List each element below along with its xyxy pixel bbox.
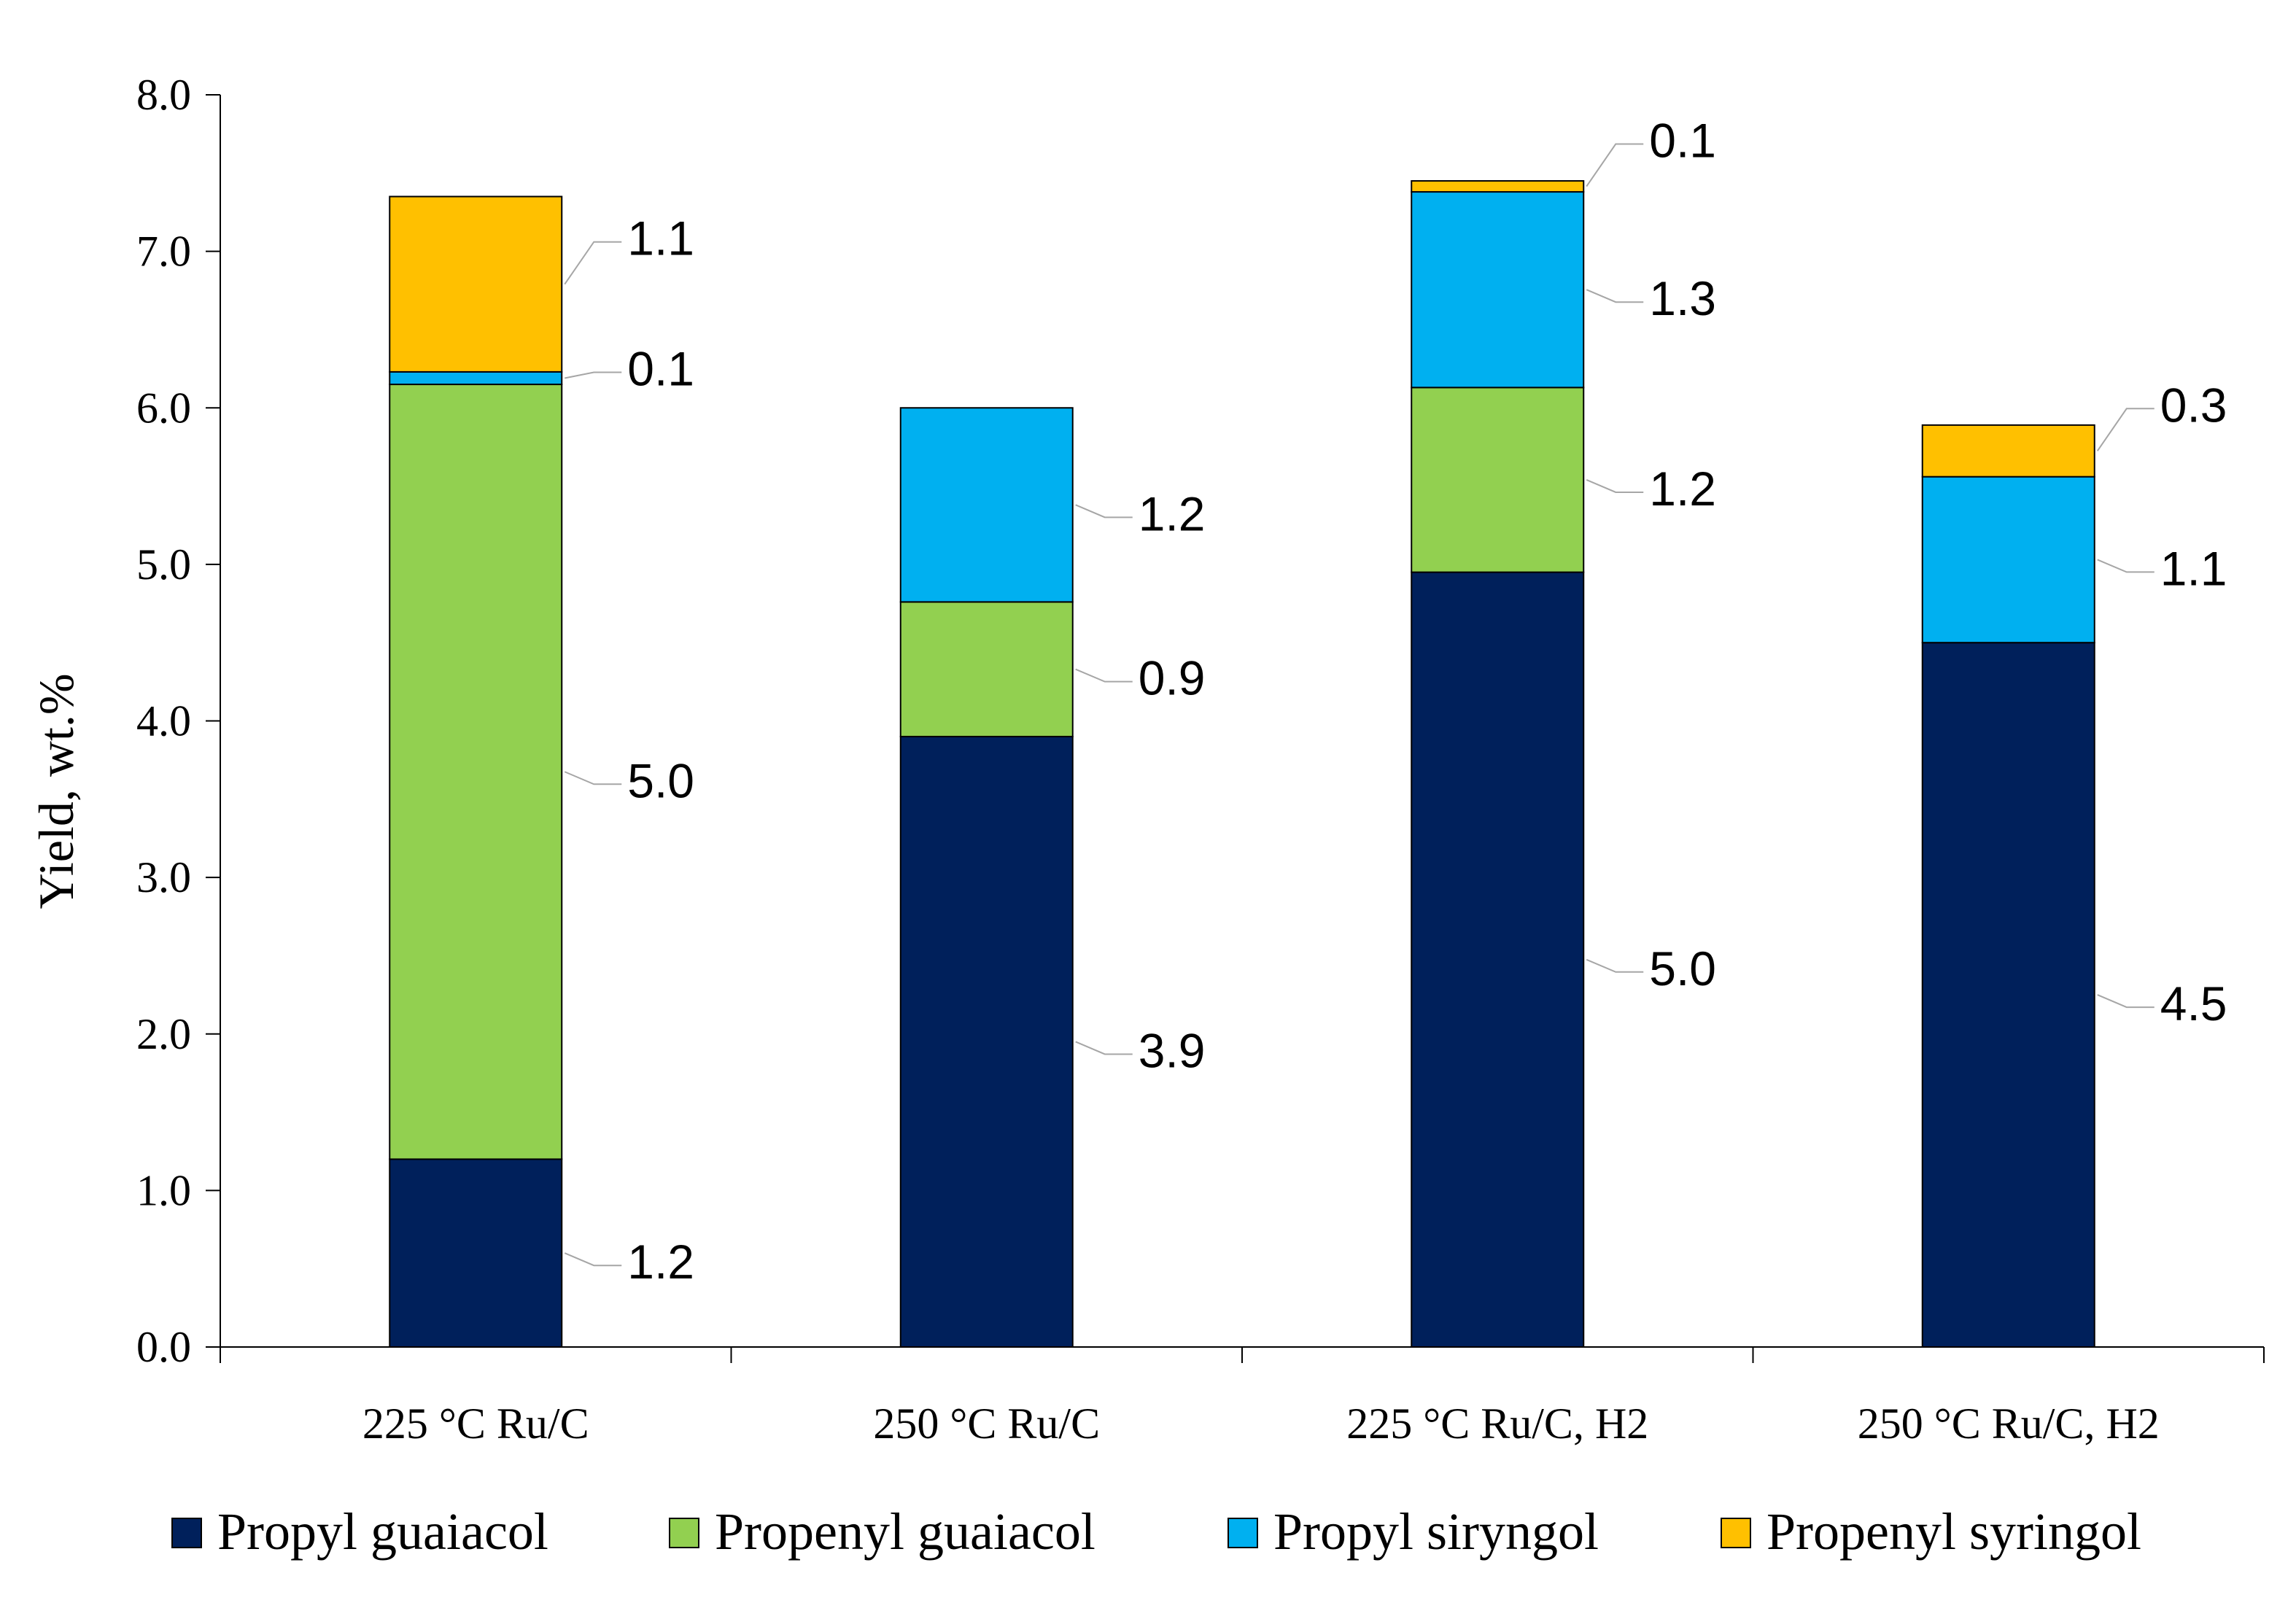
leader-line	[1586, 289, 1644, 303]
leader-line	[2096, 408, 2155, 451]
legend-swatch	[1721, 1518, 1751, 1548]
legend: Propyl guaiacol Propenyl guaiacol Propyl s…	[171, 1502, 2141, 1561]
data-label: 1.2	[1649, 462, 1716, 516]
data-labels: 1.2 5.0 0.1 1.1 3.9 0.9 1.2 5.0 1.2 1.3 0.1 4.5 1.1 0…	[627, 114, 2227, 1289]
data-label: 5.0	[1649, 942, 1716, 995]
data-label: 0.3	[2160, 378, 2227, 432]
data-label: 1.1	[627, 211, 694, 265]
leader-line	[1075, 1041, 1133, 1055]
label-leader-lines	[564, 143, 2155, 1267]
data-label: 1.1	[2160, 541, 2227, 595]
bar-segment-propyl-siryngol	[389, 370, 563, 386]
x-category-label: 225 °C Ru/C, H2	[1346, 1400, 1648, 1448]
legend-label: Propyl guaiacol	[217, 1502, 548, 1561]
y-tick-label: 2.0	[136, 1010, 191, 1058]
x-category-label: 225 °C Ru/C	[362, 1400, 589, 1448]
leader-line	[564, 771, 622, 785]
bar-segment-propyl-guaiacol	[899, 735, 1074, 1348]
y-tick-label: 1.0	[136, 1166, 191, 1214]
legend-swatch	[1227, 1518, 1258, 1548]
y-tick-label: 0.0	[136, 1323, 191, 1371]
y-tick-label: 7.0	[136, 228, 191, 276]
leader-line	[2097, 994, 2155, 1009]
bars	[389, 180, 2095, 1348]
legend-swatch	[669, 1518, 699, 1548]
bar-segment-propenyl-syringol	[389, 195, 563, 373]
x-category-label: 250 °C Ru/C, H2	[1858, 1400, 2160, 1448]
leader-line	[1586, 958, 1644, 973]
data-label: 5.0	[627, 753, 694, 807]
leader-line	[1586, 479, 1644, 493]
data-label: 1.2	[627, 1235, 694, 1289]
leader-line	[1586, 143, 1644, 187]
legend-swatch	[171, 1518, 202, 1548]
data-label: 1.3	[1649, 271, 1716, 325]
legend-label: Propyl siryngol	[1273, 1502, 1599, 1561]
y-axis-title: Yield, wt.%	[28, 674, 84, 909]
data-label: 3.9	[1139, 1023, 1206, 1077]
data-label: 0.1	[1649, 114, 1716, 168]
leader-line	[565, 371, 622, 379]
data-label: 1.2	[1139, 486, 1206, 540]
y-tick-label: 3.0	[136, 853, 191, 901]
legend-label: Propenyl syringol	[1766, 1502, 2141, 1561]
leader-line	[1075, 504, 1133, 519]
bar-segment-propenyl-syringol	[1411, 180, 1585, 193]
y-tick-label: 8.0	[136, 71, 191, 119]
bar-segment-propyl-guaiacol	[389, 1158, 563, 1348]
y-tick-label: 5.0	[136, 540, 191, 589]
data-label: 0.9	[1139, 651, 1206, 705]
y-tick-label: 4.0	[136, 697, 191, 745]
bar-segment-propyl-guaiacol	[1921, 642, 2095, 1348]
leader-line	[1075, 668, 1133, 683]
leader-line	[564, 1252, 622, 1267]
bar-segment-propyl-siryngol	[1411, 191, 1585, 389]
legend-label: Propenyl guaiacol	[715, 1502, 1095, 1561]
y-tick-label: 6.0	[136, 384, 191, 432]
data-label: 4.5	[2160, 977, 2227, 1030]
bar-segment-propyl-guaiacol	[1411, 571, 1585, 1348]
bar-segment-propyl-siryngol	[1921, 475, 2095, 644]
bar-segment-propenyl-guaiacol	[899, 601, 1074, 737]
bar-segment-propenyl-guaiacol	[389, 384, 563, 1160]
data-label: 0.1	[627, 341, 694, 395]
bar-segment-propenyl-guaiacol	[1411, 387, 1585, 573]
x-category-label: 250 °C Ru/C	[873, 1400, 1100, 1448]
bar-segment-propenyl-syringol	[1921, 424, 2095, 478]
leader-line	[564, 241, 622, 285]
leader-line	[2097, 559, 2155, 573]
bar-segment-propyl-siryngol	[899, 407, 1074, 603]
